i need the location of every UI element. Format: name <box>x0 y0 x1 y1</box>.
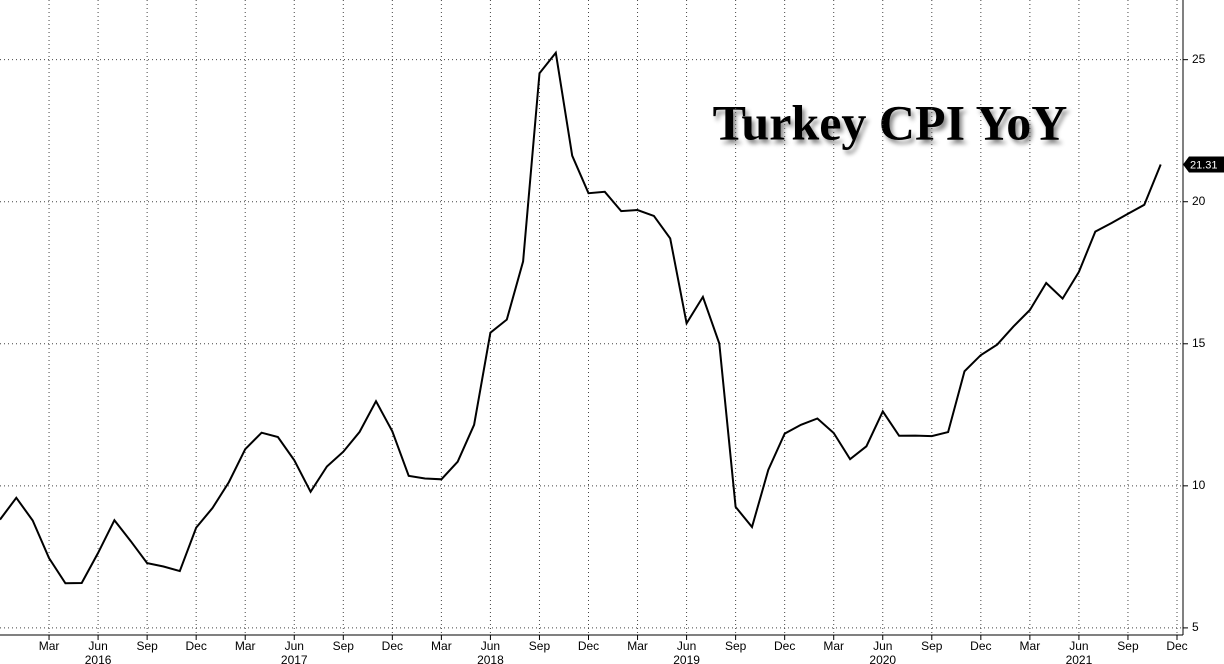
x-tick-label: Jun <box>481 639 500 653</box>
year-label: 2018 <box>477 653 504 664</box>
x-tick-label: Sep <box>136 639 158 653</box>
x-tick-label: Mar <box>823 639 844 653</box>
y-tick-label: 15 <box>1192 336 1206 350</box>
x-tick-label: Mar <box>431 639 452 653</box>
x-tick-label: Dec <box>382 639 403 653</box>
year-label: 2020 <box>869 653 896 664</box>
x-tick-label: Dec <box>578 639 599 653</box>
x-tick-label: Dec <box>774 639 795 653</box>
x-tick-label: Jun <box>88 639 107 653</box>
x-tick-label: Mar <box>627 639 648 653</box>
x-tick-label: Dec <box>185 639 206 653</box>
line <box>0 50 1162 585</box>
y-tick-label: 20 <box>1192 194 1206 208</box>
x-tick-label: Sep <box>529 639 551 653</box>
x-tick-label: Sep <box>333 639 355 653</box>
y-tick-label: 25 <box>1192 52 1206 66</box>
y-tick-label: 5 <box>1192 620 1199 634</box>
year-label: 2016 <box>85 653 112 664</box>
x-tick-label: Jun <box>873 639 892 653</box>
year-label: 2019 <box>673 653 700 664</box>
x-tick-label: Dec <box>1166 639 1187 653</box>
last-value-label: 21.31 <box>1190 159 1218 171</box>
x-tick-label: Sep <box>725 639 747 653</box>
x-tick-label: Jun <box>677 639 696 653</box>
x-tick-label: Mar <box>235 639 256 653</box>
y-tick-label: 10 <box>1192 478 1206 492</box>
x-tick-label: Dec <box>970 639 991 653</box>
x-tick-label: Mar <box>39 639 60 653</box>
x-tick-label: Mar <box>1020 639 1041 653</box>
x-tick-label: Sep <box>921 639 943 653</box>
year-label: 2021 <box>1066 653 1093 664</box>
x-tick-label: Sep <box>1117 639 1139 653</box>
chart-title: Turkey CPI YoY <box>713 94 1068 150</box>
x-tick-label: Jun <box>1069 639 1088 653</box>
last-value-tag <box>1183 156 1224 173</box>
year-label: 2017 <box>281 653 308 664</box>
x-tick-label: Jun <box>285 639 304 653</box>
